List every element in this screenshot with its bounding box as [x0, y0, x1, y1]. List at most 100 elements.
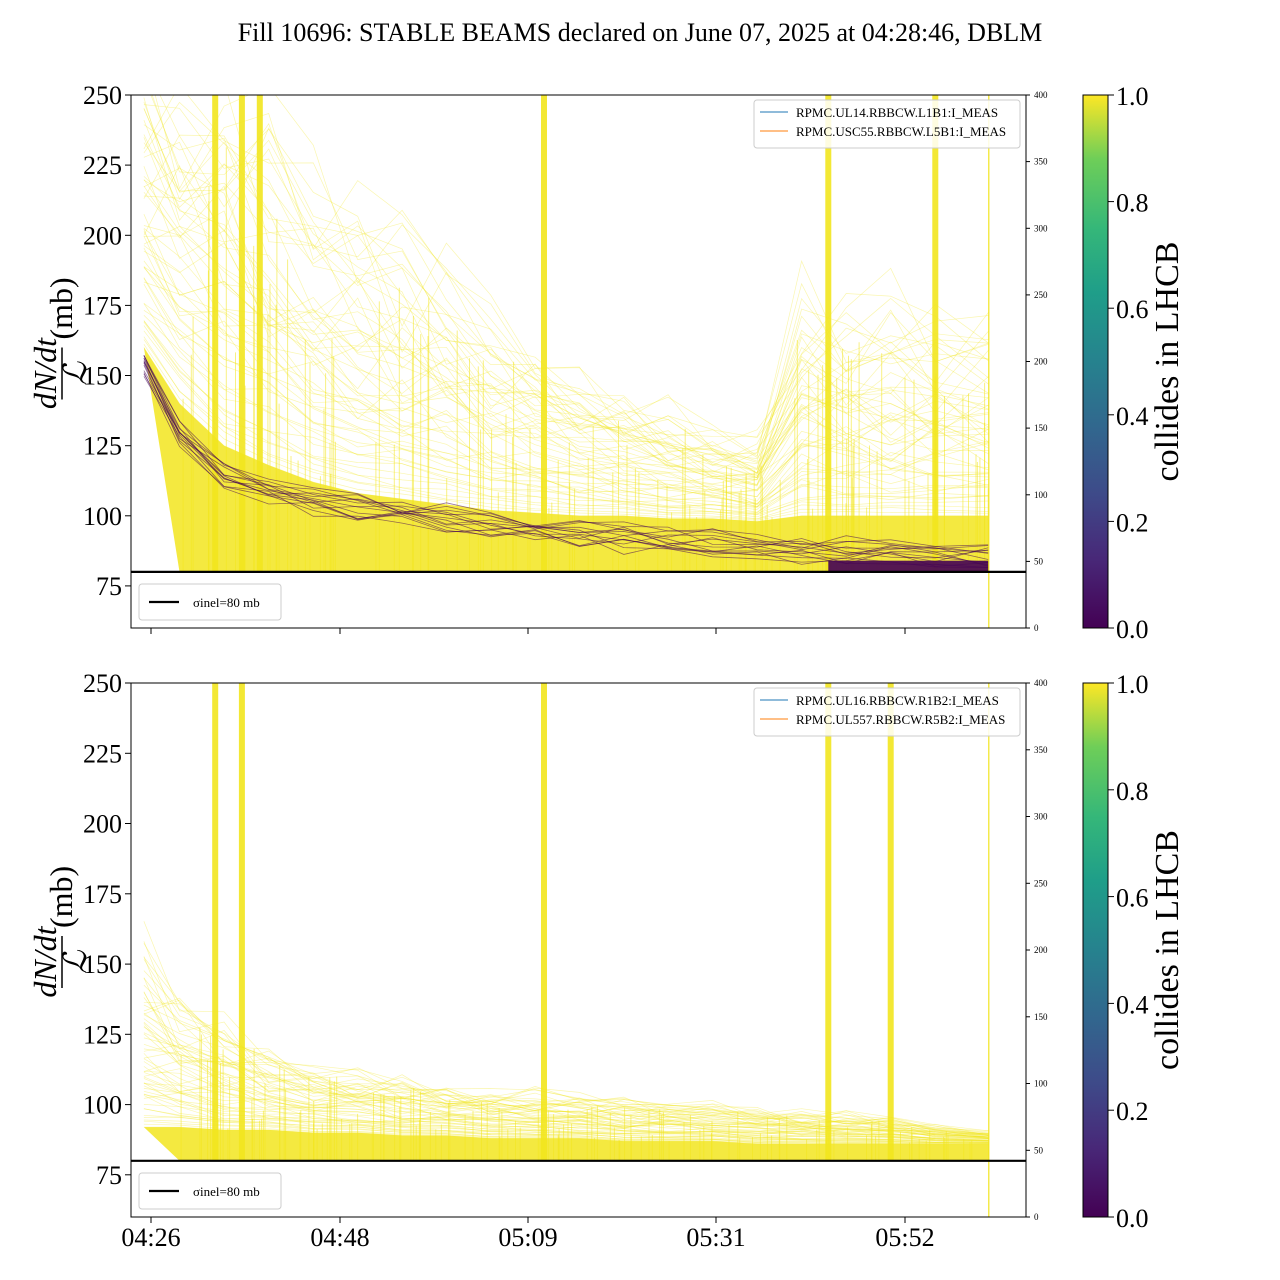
legend-label: RPMC.USC55.RBBCW.L5B1:I_MEAS — [796, 124, 1006, 139]
y-tick-label: 100 — [83, 1091, 122, 1120]
beam-spike — [541, 95, 547, 572]
trace-line-purple — [143, 354, 989, 560]
trace-line — [143, 191, 989, 486]
trace-line — [143, 1060, 989, 1138]
trace-line — [143, 134, 989, 479]
trace-line — [143, 997, 989, 1136]
trace-line — [143, 1048, 989, 1138]
y-tick-label: 250 — [83, 669, 122, 698]
trace-line — [143, 101, 990, 438]
trace-line — [143, 1061, 989, 1138]
trace-line — [143, 1104, 989, 1143]
trace-line — [143, 1025, 989, 1139]
x-tick-label: 05:52 — [875, 1223, 934, 1252]
y-tick-label: 150 — [83, 950, 122, 979]
trace-line — [143, 1082, 989, 1141]
legend: RPMC.UL16.RBBCW.R1B2:I_MEAS RPMC.UL557.RB… — [753, 687, 1021, 737]
trace-line — [143, 104, 989, 463]
trace-line — [143, 119, 989, 478]
beam-spike — [212, 683, 219, 1161]
colorbar-tick-label: 0.2 — [1116, 1097, 1149, 1126]
y-tick-label: 225 — [83, 739, 122, 768]
colorbar-1: 0.0 0.2 0.4 0.6 0.8 1.0 collides in LHCB — [1082, 82, 1186, 644]
beam-spike — [932, 95, 939, 572]
trace-line — [151, 95, 989, 447]
y-tick-label: 75 — [96, 1161, 122, 1190]
legend-label: RPMC.UL557.RBBCW.R5B2:I_MEAS — [796, 712, 1005, 727]
trace-line — [143, 1032, 989, 1139]
x-tick-label: 05:31 — [686, 1223, 745, 1252]
y2-tick-label: 100 — [1034, 1079, 1048, 1089]
panel-1: 75 100 125 150 175 200 225 250 0 50 100 150 200 250 30… — [27, 81, 1048, 634]
y-tick-label: 200 — [83, 221, 122, 250]
y2-tick-label: 250 — [1034, 290, 1048, 300]
colorbar-label: collides in LHCB — [1149, 830, 1186, 1070]
trace-line — [143, 1085, 989, 1142]
trace-line — [143, 921, 989, 1136]
colorbar-tick-label: 0.0 — [1116, 615, 1149, 644]
x-tick-label: 04:26 — [121, 1223, 180, 1252]
y2-tick-label: 200 — [1034, 357, 1048, 367]
trace-line — [154, 95, 990, 469]
y-tick-label: 125 — [83, 432, 122, 461]
y-tick-label: 250 — [83, 81, 122, 110]
trace-line — [143, 134, 989, 473]
trace-line — [143, 1120, 989, 1144]
trace-line — [143, 992, 989, 1136]
beam-spike — [256, 95, 263, 572]
trace-line — [143, 266, 989, 494]
y2-tick-label: 300 — [1034, 812, 1048, 822]
trace-line — [143, 1053, 989, 1141]
trace-line — [143, 95, 989, 438]
y2-tick-label: 300 — [1034, 223, 1048, 233]
colorbar-tick-label: 0.6 — [1116, 295, 1149, 324]
y-tick-label: 75 — [96, 572, 122, 601]
trace-line — [143, 1021, 989, 1136]
trace-line — [150, 95, 990, 470]
trace-line — [143, 1116, 989, 1144]
colorbar-2: 0.0 0.2 0.4 0.6 0.8 1.0 collides in LHCB — [1082, 670, 1186, 1233]
trace-line — [143, 1068, 989, 1142]
x-tick-label: 05:09 — [498, 1223, 557, 1252]
y-tick-label: 225 — [83, 151, 122, 180]
dense-band — [143, 1127, 989, 1161]
trace-line — [143, 176, 989, 477]
beam-spike — [825, 95, 832, 572]
y-label-denominator: ℒ — [57, 361, 93, 385]
trace-line — [143, 1033, 989, 1139]
legend-label: RPMC.UL14.RBBCW.L1B1:I_MEAS — [796, 105, 998, 120]
trace-line — [143, 1043, 989, 1138]
trace-line — [143, 1108, 989, 1144]
sigma-legend: σinel=80 mb — [138, 583, 282, 621]
colorbar-gradient — [1082, 94, 1109, 629]
trace-line — [143, 1083, 989, 1141]
plot-area-2 — [143, 683, 989, 1161]
colorbar-label: collides in LHCB — [1149, 242, 1186, 482]
y-axis-label: dN/dtℒ (mb) — [27, 866, 93, 998]
trace-line — [143, 1050, 989, 1138]
trace-line — [143, 977, 989, 1135]
beam-spike — [212, 95, 219, 572]
trace-line — [143, 1066, 989, 1139]
sigma-legend-label: σinel=80 mb — [193, 595, 260, 610]
colorbar-tick-label: 0.0 — [1116, 1204, 1149, 1233]
colorbar-tick-label: 1.0 — [1116, 670, 1149, 699]
y-tick-label: 150 — [83, 362, 122, 391]
colorbar-tick-label: 0.8 — [1116, 777, 1149, 806]
colorbar-tick-label: 0.4 — [1116, 402, 1149, 431]
beam-spike — [238, 683, 245, 1161]
trace-line — [143, 1026, 989, 1139]
trace-line — [143, 1108, 989, 1144]
beam-spike — [541, 683, 547, 1161]
y2-tick-label: 350 — [1034, 157, 1048, 167]
trace-line — [143, 999, 989, 1132]
trace-line — [143, 977, 989, 1139]
y2-tick-label: 200 — [1034, 945, 1048, 955]
colorbar-tick-label: 0.6 — [1116, 884, 1149, 913]
trace-line — [143, 1123, 989, 1145]
figure-title: Fill 10696: STABLE BEAMS declared on Jun… — [237, 18, 1043, 47]
colorbar-tick-label: 1.0 — [1116, 82, 1149, 111]
trace-line — [143, 1018, 989, 1139]
trace-line — [143, 101, 989, 474]
